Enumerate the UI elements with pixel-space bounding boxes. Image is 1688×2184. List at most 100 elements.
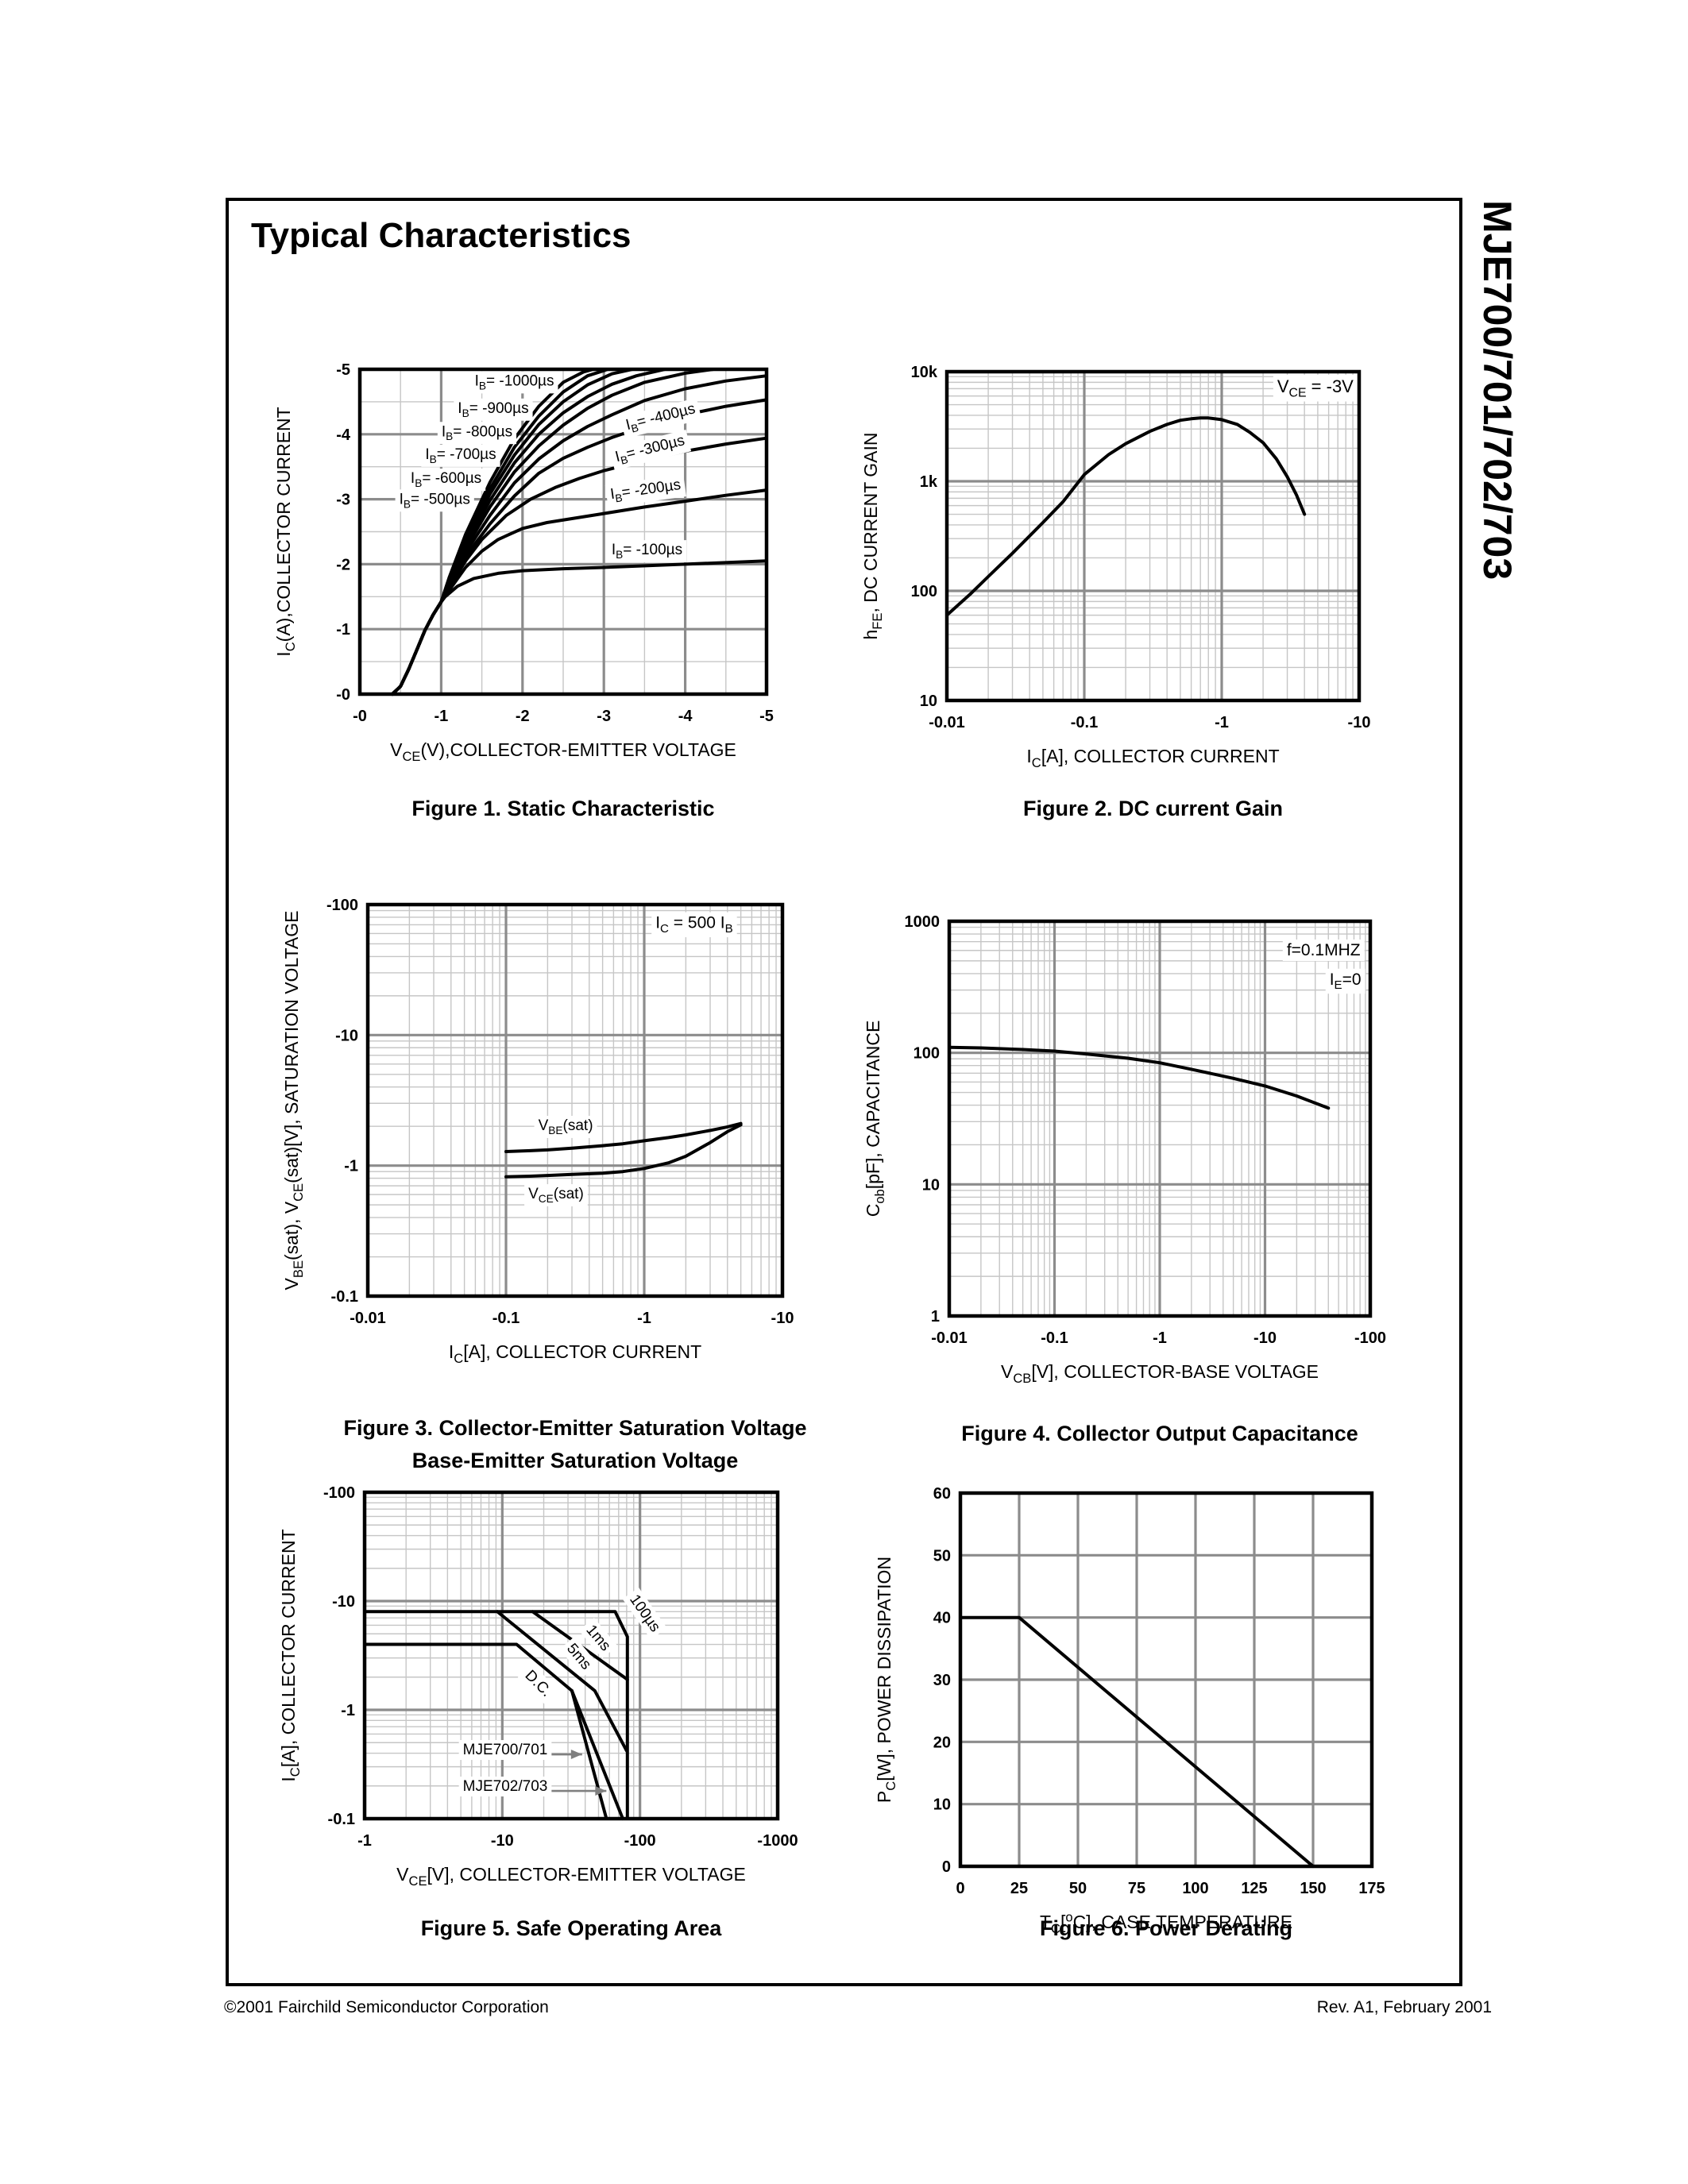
svg-text:-10: -10 bbox=[491, 1832, 514, 1850]
svg-text:VCE = -3V: VCE = -3V bbox=[1277, 376, 1354, 400]
svg-text:-0.01: -0.01 bbox=[929, 714, 965, 731]
figure-4-caption: Figure 4. Collector Output Capacitance bbox=[858, 1418, 1462, 1450]
figure-5-caption: Figure 5. Safe Operating Area bbox=[269, 1912, 873, 1945]
svg-text:-1: -1 bbox=[637, 1310, 651, 1327]
svg-text:-1000: -1000 bbox=[757, 1832, 798, 1850]
curve-d-c-second-breakdown-mje702-703 bbox=[570, 1688, 624, 1820]
caption-line: Figure 6. Power Derating bbox=[1039, 1916, 1293, 1940]
figure-1-chart: IB= -1000µs IB= -900µs IB= -800µs IB= -700µ… bbox=[233, 345, 838, 785]
curve-label: VCE = -3V bbox=[1273, 374, 1358, 402]
caption-line: Figure 1. Static Characteristic bbox=[411, 797, 715, 820]
svg-text:25: 25 bbox=[1010, 1880, 1028, 1897]
x-axis-title: IC[A], COLLECTOR CURRENT bbox=[449, 1341, 701, 1366]
x-axis-title: VCE(V),COLLECTOR-EMITTER VOLTAGE bbox=[390, 739, 736, 764]
svg-text:100: 100 bbox=[1182, 1880, 1208, 1897]
svg-text:-10: -10 bbox=[1253, 1329, 1277, 1347]
figure-3-caption: Figure 3. Collector-Emitter Saturation V… bbox=[273, 1412, 877, 1476]
plot-border bbox=[362, 1490, 780, 1821]
svg-text:f=0.1MHZ: f=0.1MHZ bbox=[1287, 941, 1361, 959]
y-axis-title: hFE, DC CURRENT GAIN bbox=[860, 433, 885, 640]
svg-text:30: 30 bbox=[933, 1672, 951, 1689]
svg-text:-0.1: -0.1 bbox=[1071, 714, 1098, 731]
curve-label: IB= -900µs bbox=[454, 398, 533, 421]
y-axis-title: Cob[pF], CAPACITANCE bbox=[863, 1021, 887, 1217]
svg-text:-100: -100 bbox=[624, 1832, 656, 1850]
footer-revision: Rev. A1, February 2001 bbox=[1316, 1998, 1492, 2016]
curve-label: MJE700/701 bbox=[458, 1740, 552, 1761]
caption-line: Figure 2. DC current Gain bbox=[1022, 797, 1284, 820]
svg-text:1: 1 bbox=[931, 1308, 940, 1325]
curve-label: VCE(sat) bbox=[524, 1184, 588, 1206]
svg-text:-5: -5 bbox=[759, 708, 774, 725]
figure-6-chart: 0 25 50 75 100 125 150 175 0 10 20 30 40 50 60 TC[oC], … bbox=[833, 1469, 1443, 1958]
svg-text:MJE700/701: MJE700/701 bbox=[463, 1742, 548, 1758]
grid-major bbox=[960, 1493, 1372, 1866]
svg-text:-2: -2 bbox=[336, 556, 350, 573]
curve-label: MJE702/703 bbox=[458, 1777, 552, 1797]
svg-text:-1: -1 bbox=[336, 621, 350, 639]
svg-text:-10: -10 bbox=[335, 1027, 358, 1044]
curve-vbe-sat- bbox=[504, 1121, 743, 1153]
figure-2-svg: VCE = -3V -0.01 -0.1 -1 -10 10 100 1k 10k IC[A], … bbox=[860, 364, 1370, 770]
page-title: Typical Characteristics bbox=[251, 216, 632, 255]
content-border-box bbox=[226, 198, 1462, 1986]
svg-text:100: 100 bbox=[911, 583, 937, 600]
svg-text:125: 125 bbox=[1241, 1880, 1267, 1897]
svg-text:50: 50 bbox=[1069, 1880, 1087, 1897]
grid-minor bbox=[360, 369, 767, 694]
figure-1-svg: IB= -1000µs IB= -900µs IB= -800µs IB= -700µ… bbox=[273, 361, 774, 764]
svg-text:VCE(sat): VCE(sat) bbox=[528, 1186, 584, 1205]
svg-text:-10: -10 bbox=[332, 1593, 355, 1611]
svg-text:-4: -4 bbox=[336, 426, 351, 444]
svg-text:1000: 1000 bbox=[905, 913, 941, 931]
svg-text:-1: -1 bbox=[341, 1702, 355, 1719]
svg-text:IB= -100µs: IB= -100µs bbox=[612, 542, 682, 561]
grid-minor bbox=[365, 1492, 778, 1819]
curve-label: IB= -500µs bbox=[395, 489, 474, 512]
svg-text:IC = 500 IB: IC = 500 IB bbox=[655, 914, 732, 936]
curve-5ms-limit bbox=[496, 1610, 628, 1753]
x-axis-title: VCB[V], COLLECTOR-BASE VOLTAGE bbox=[1001, 1361, 1319, 1386]
y-axis-title: IC(A),COLLECTOR CURRENT bbox=[273, 407, 298, 656]
caption-line: Base-Emitter Saturation Voltage bbox=[411, 1448, 739, 1472]
curve-label: IB= -800µs bbox=[437, 422, 517, 445]
svg-text:-0.1: -0.1 bbox=[331, 1288, 358, 1306]
tick-labels: -1 -10 -100 -1000-0.1-1-10-100 bbox=[323, 1484, 798, 1850]
plot-border bbox=[958, 1491, 1374, 1869]
figure-6-svg: 0 25 50 75 100 125 150 175 0 10 20 30 40 50 60 TC[oC], … bbox=[874, 1485, 1385, 1936]
svg-text:50: 50 bbox=[933, 1547, 951, 1565]
footer-copyright: ©2001 Fairchild Semiconductor Corporatio… bbox=[224, 1998, 549, 2016]
plot-border bbox=[357, 367, 769, 696]
svg-text:-4: -4 bbox=[678, 708, 693, 725]
tick-labels: -0 -1 -2 -3 -4 -5 -0 -1 -2 -3 -4 -5 bbox=[336, 361, 774, 725]
svg-text:60: 60 bbox=[933, 1485, 951, 1503]
curve-vce-sat- bbox=[504, 1123, 743, 1179]
svg-text:-3: -3 bbox=[336, 492, 350, 509]
svg-text:IE=0: IE=0 bbox=[1330, 970, 1362, 992]
svg-text:IB= -900µs: IB= -900µs bbox=[458, 400, 528, 419]
figure-2-caption: Figure 2. DC current Gain bbox=[852, 793, 1455, 825]
svg-text:IB= -1000µs: IB= -1000µs bbox=[475, 372, 554, 392]
svg-text:-0: -0 bbox=[336, 686, 350, 704]
svg-text:10: 10 bbox=[922, 1176, 940, 1194]
svg-text:-0.1: -0.1 bbox=[328, 1811, 355, 1828]
figure-2-chart: VCE = -3V -0.01 -0.1 -1 -10 10 100 1k 10k IC[A], … bbox=[820, 348, 1431, 792]
svg-text:175: 175 bbox=[1358, 1880, 1385, 1897]
curve-label: IE=0 bbox=[1325, 968, 1365, 994]
caption-line: Figure 5. Safe Operating Area bbox=[420, 1916, 722, 1940]
curve-label: f=0.1MHZ bbox=[1282, 940, 1365, 962]
curve-label: VBE(sat) bbox=[534, 1115, 597, 1138]
curve-cob-vs-vcb bbox=[948, 1045, 1331, 1110]
y-axis-title: VBE(sat), VCE(sat)[V], SATURATION VOLTAG… bbox=[281, 911, 306, 1291]
curve-label: IC = 500 IB bbox=[651, 912, 737, 938]
curve-100us-limit bbox=[363, 1610, 629, 1820]
svg-text:10k: 10k bbox=[911, 364, 938, 381]
figure-3-chart: IC = 500 IB VBE(sat) VCE(sat) -0.01 -0.1 -1 -1… bbox=[241, 881, 854, 1387]
curve-label: D.C. bbox=[517, 1663, 559, 1704]
curve-d-c-limit bbox=[363, 1642, 574, 1692]
curve-label: IB= -700µs bbox=[421, 444, 500, 467]
curve-label: IB= -1000µs bbox=[470, 371, 558, 394]
grid-major bbox=[947, 372, 1359, 700]
